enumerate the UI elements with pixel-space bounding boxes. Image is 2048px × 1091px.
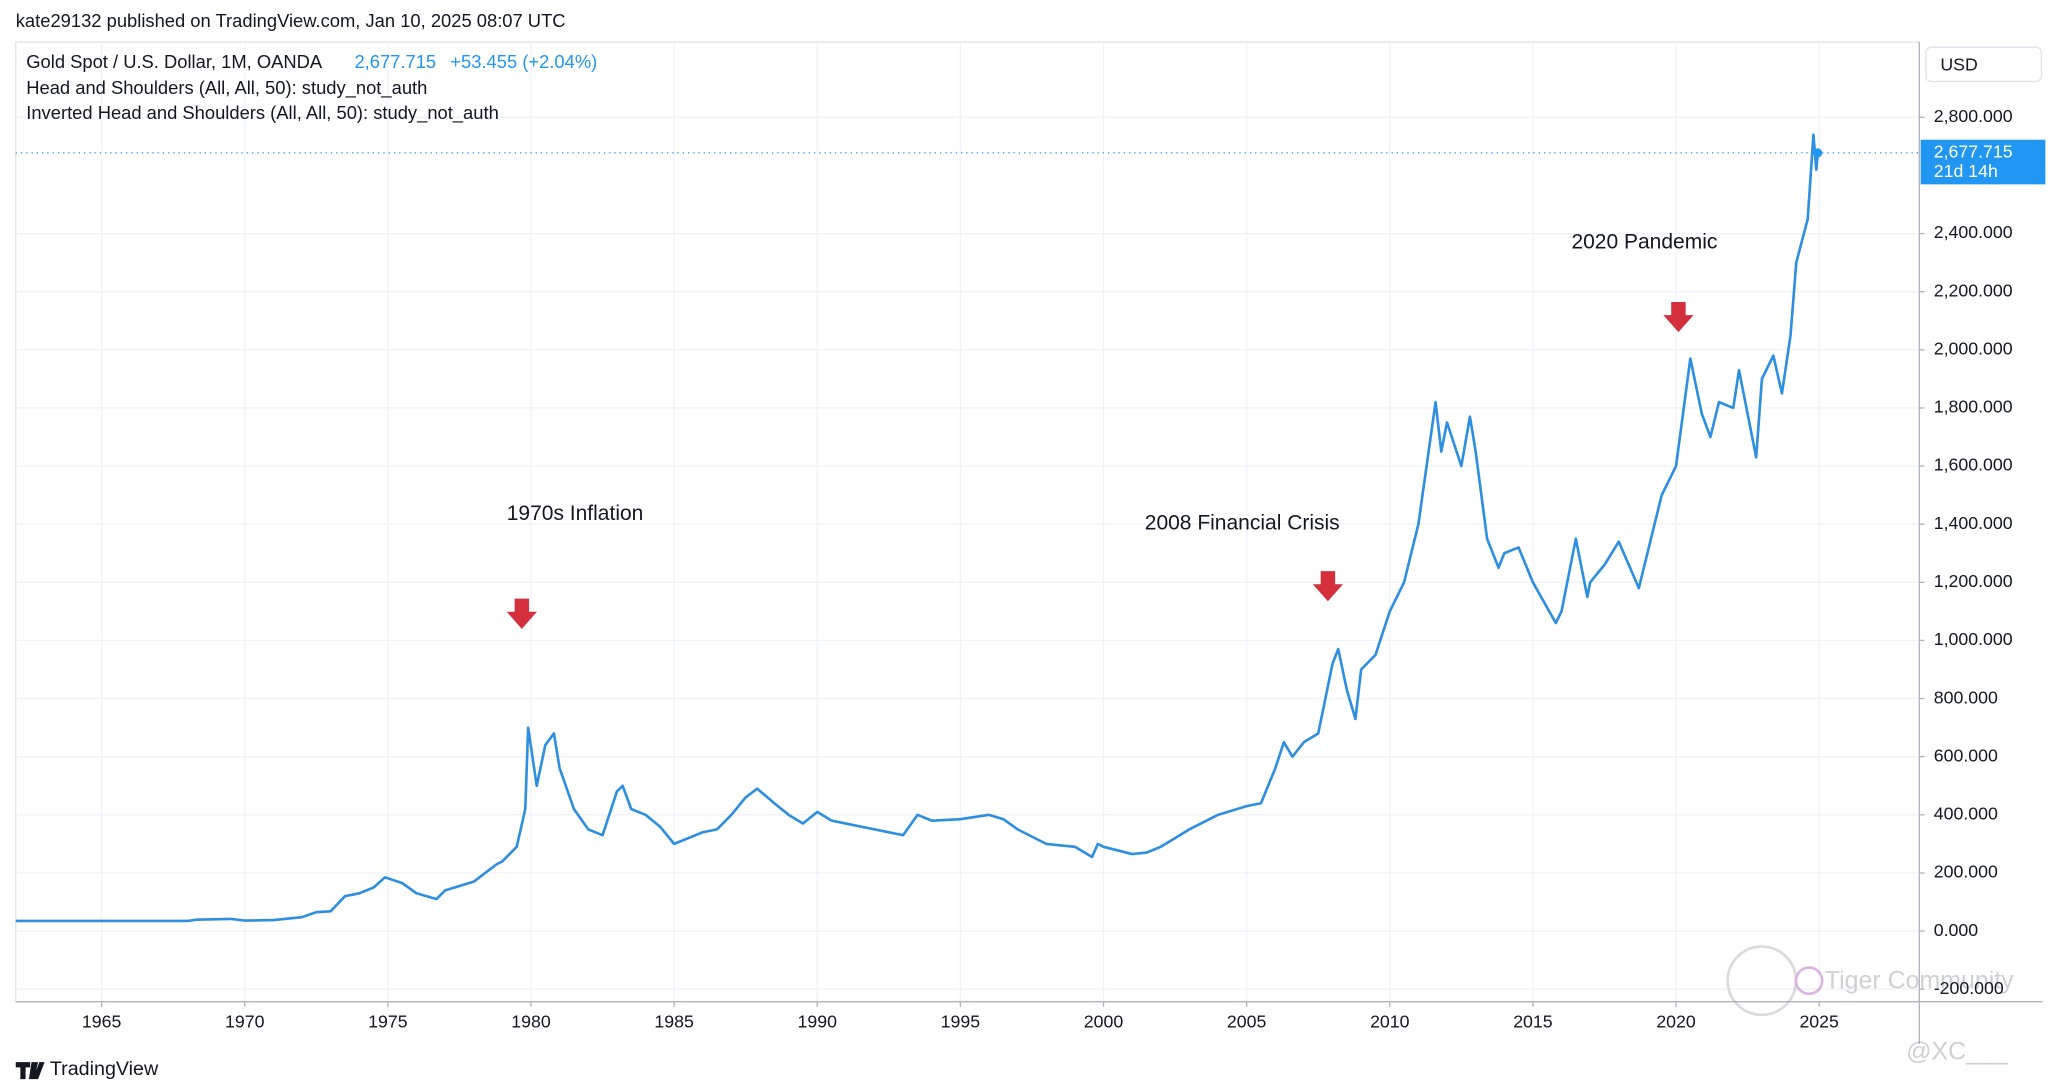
price-label-box [1920, 139, 2046, 185]
x-tick-label: 2000 [1084, 1011, 1124, 1031]
watermark-logo [1726, 945, 1798, 1017]
y-tick-label: 2,400.000 [1934, 222, 2013, 242]
watermark-user: @XC___ [1906, 1037, 2009, 1065]
y-tick-label: 200.000 [1934, 862, 1998, 882]
legend-change: +53.455 (+2.04%) [450, 51, 597, 72]
y-tick-label: 2,200.000 [1934, 280, 2013, 300]
y-tick-label: 1,000.000 [1934, 629, 2013, 649]
annotation: 2020 Pandemic [1571, 230, 1717, 253]
x-tick-label: 1995 [941, 1011, 981, 1031]
footer: TradingView [50, 1058, 159, 1080]
x-tick-label: 1970 [225, 1011, 265, 1031]
x-tick-label: 2015 [1513, 1011, 1553, 1031]
currency-box[interactable] [1925, 46, 2043, 83]
x-tick-label: 2025 [1799, 1011, 1839, 1031]
y-tick-label: 0.000 [1934, 920, 1978, 940]
price-label: 2,677.715 [1934, 142, 2013, 162]
y-tick-label: -200.000 [1934, 978, 2004, 998]
x-tick-label: 1985 [654, 1011, 694, 1031]
y-tick-label: 1,600.000 [1934, 455, 2013, 475]
price-line [15, 133, 1820, 923]
last-price-dot [1813, 148, 1823, 158]
y-tick-label: 1,200.000 [1934, 571, 2013, 591]
y-tick-label: 2,000.000 [1934, 339, 2013, 359]
legend-study: Head and Shoulders (All, All, 50): study… [26, 77, 427, 99]
x-tick-label: 1965 [82, 1011, 122, 1031]
currency: USD [1940, 54, 1977, 74]
x-tick-label: 2005 [1227, 1011, 1267, 1031]
x-tick-label: 1980 [511, 1011, 551, 1031]
y-tick-label: 400.000 [1934, 804, 1998, 824]
x-tick-label: 2010 [1370, 1011, 1410, 1031]
countdown: 21d 14h [1934, 161, 1998, 181]
y-tick-label: 2,800.000 [1934, 106, 2013, 126]
arrow [1312, 571, 1344, 602]
legend-symbol: Gold Spot / U.S. Dollar, 1M, OANDA [26, 51, 323, 72]
watermark-icon [1794, 966, 1824, 996]
annotation: 2008 Financial Crisis [1145, 511, 1340, 534]
legend-price: 2,677.715 [354, 51, 436, 72]
watermark-text: Tiger Community [1825, 967, 2014, 995]
annotation: 1970s Inflation [507, 502, 644, 525]
y-tick-label: 1,400.000 [1934, 513, 2013, 533]
x-tick-label: 1975 [368, 1011, 408, 1031]
header: kate29132 published on TradingView.com, … [16, 10, 566, 31]
plot-frame [15, 41, 1920, 1003]
arrow [506, 598, 537, 629]
x-tick-label: 2020 [1656, 1011, 1696, 1031]
legend-study: Inverted Head and Shoulders (All, All, 5… [26, 102, 499, 124]
y-tick-label: 1,800.000 [1934, 397, 2013, 417]
watermark: Tiger Community @XC___ [1726, 945, 2014, 1065]
arrow [1663, 301, 1694, 333]
x-tick-label: 1990 [798, 1011, 838, 1031]
y-tick-label: 600.000 [1934, 745, 1998, 765]
y-tick-label: 800.000 [1934, 687, 1998, 707]
tv-logo [15, 1062, 45, 1080]
